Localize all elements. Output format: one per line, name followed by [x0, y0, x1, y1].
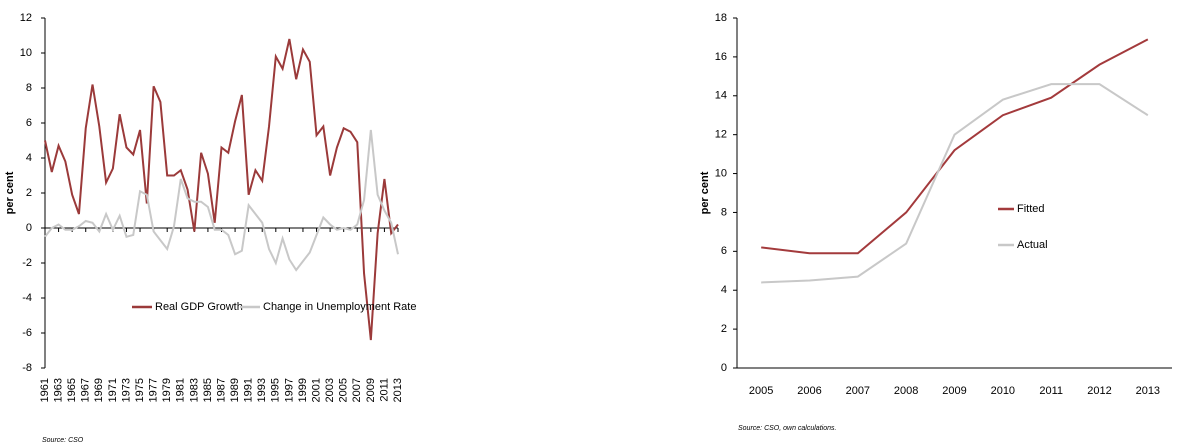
y-tick-label: 6	[721, 245, 727, 257]
x-tick-label: 2013	[392, 378, 404, 402]
x-tick-label: 2011	[378, 378, 390, 402]
x-tick-label: 1965	[66, 378, 78, 402]
y-axis-label: per cent	[699, 171, 711, 214]
x-tick-label: 1975	[134, 378, 146, 402]
x-tick-label: 1985	[202, 378, 214, 402]
y-tick-label: 8	[721, 206, 727, 218]
x-tick-label: 1993	[256, 378, 268, 402]
legend-label: Actual	[1017, 239, 1048, 251]
x-tick-label: 1989	[229, 378, 241, 402]
x-tick-label: 1977	[148, 378, 160, 402]
y-tick-label: -8	[22, 362, 32, 374]
x-tick-label: 2001	[310, 378, 322, 402]
y-tick-label: 10	[715, 167, 727, 179]
y-tick-label: 4	[721, 284, 727, 296]
y-tick-label: 6	[26, 117, 32, 129]
y-axis-label: per cent	[4, 171, 16, 214]
legend-label: Change in Unemployment Rate	[263, 301, 416, 313]
x-tick-label: 2013	[1136, 385, 1160, 397]
x-tick-label: 1973	[120, 378, 132, 402]
x-tick-label: 1967	[80, 378, 92, 402]
x-tick-label: 2012	[1087, 385, 1111, 397]
series-line	[761, 83, 1149, 284]
x-tick-label: 1961	[39, 378, 51, 402]
y-tick-label: -4	[22, 292, 32, 304]
source-note: Source: CSO, own calculations.	[738, 425, 836, 432]
x-tick-label: 1979	[161, 378, 173, 402]
y-tick-label: 12	[20, 12, 32, 24]
legend-label: Real GDP Growth	[155, 301, 243, 313]
x-tick-label: 2010	[991, 385, 1015, 397]
source-note: Source: CSO	[42, 437, 84, 444]
x-tick-label: 2006	[797, 385, 821, 397]
y-tick-label: -6	[22, 327, 32, 339]
x-tick-label: 2003	[324, 378, 336, 402]
x-tick-label: 1963	[52, 378, 64, 402]
x-tick-label: 1987	[215, 378, 227, 402]
series-line	[44, 129, 399, 272]
legend-label: Fitted	[1017, 203, 1045, 215]
series-line	[44, 38, 399, 341]
y-tick-label: 2	[721, 323, 727, 335]
x-tick-label: 2007	[846, 385, 870, 397]
x-tick-label: 1981	[175, 378, 187, 402]
series-line	[761, 38, 1149, 255]
x-tick-label: 2011	[1039, 385, 1063, 397]
x-tick-label: 2008	[894, 385, 918, 397]
x-tick-label: 1969	[93, 378, 105, 402]
y-tick-label: 2	[26, 187, 32, 199]
y-tick-label: 14	[715, 90, 727, 102]
y-tick-label: 10	[20, 47, 32, 59]
x-tick-label: 1997	[283, 378, 295, 402]
y-tick-label: 18	[715, 12, 727, 24]
x-tick-label: 1995	[270, 378, 282, 402]
x-tick-label: 1983	[188, 378, 200, 402]
x-tick-label: 1999	[297, 378, 309, 402]
y-tick-label: 0	[721, 362, 727, 374]
x-tick-label: 2005	[338, 378, 350, 402]
y-tick-label: -2	[22, 257, 32, 269]
y-tick-label: 4	[26, 152, 32, 164]
x-tick-label: 1991	[243, 378, 255, 402]
x-tick-label: 2007	[351, 378, 363, 402]
y-tick-label: 8	[26, 82, 32, 94]
x-tick-label: 2009	[365, 378, 377, 402]
y-tick-label: 12	[715, 129, 727, 141]
x-tick-label: 2009	[942, 385, 966, 397]
y-tick-label: 16	[715, 51, 727, 63]
x-tick-label: 1971	[107, 378, 119, 402]
y-tick-label: 0	[26, 222, 32, 234]
x-tick-label: 2005	[749, 385, 773, 397]
